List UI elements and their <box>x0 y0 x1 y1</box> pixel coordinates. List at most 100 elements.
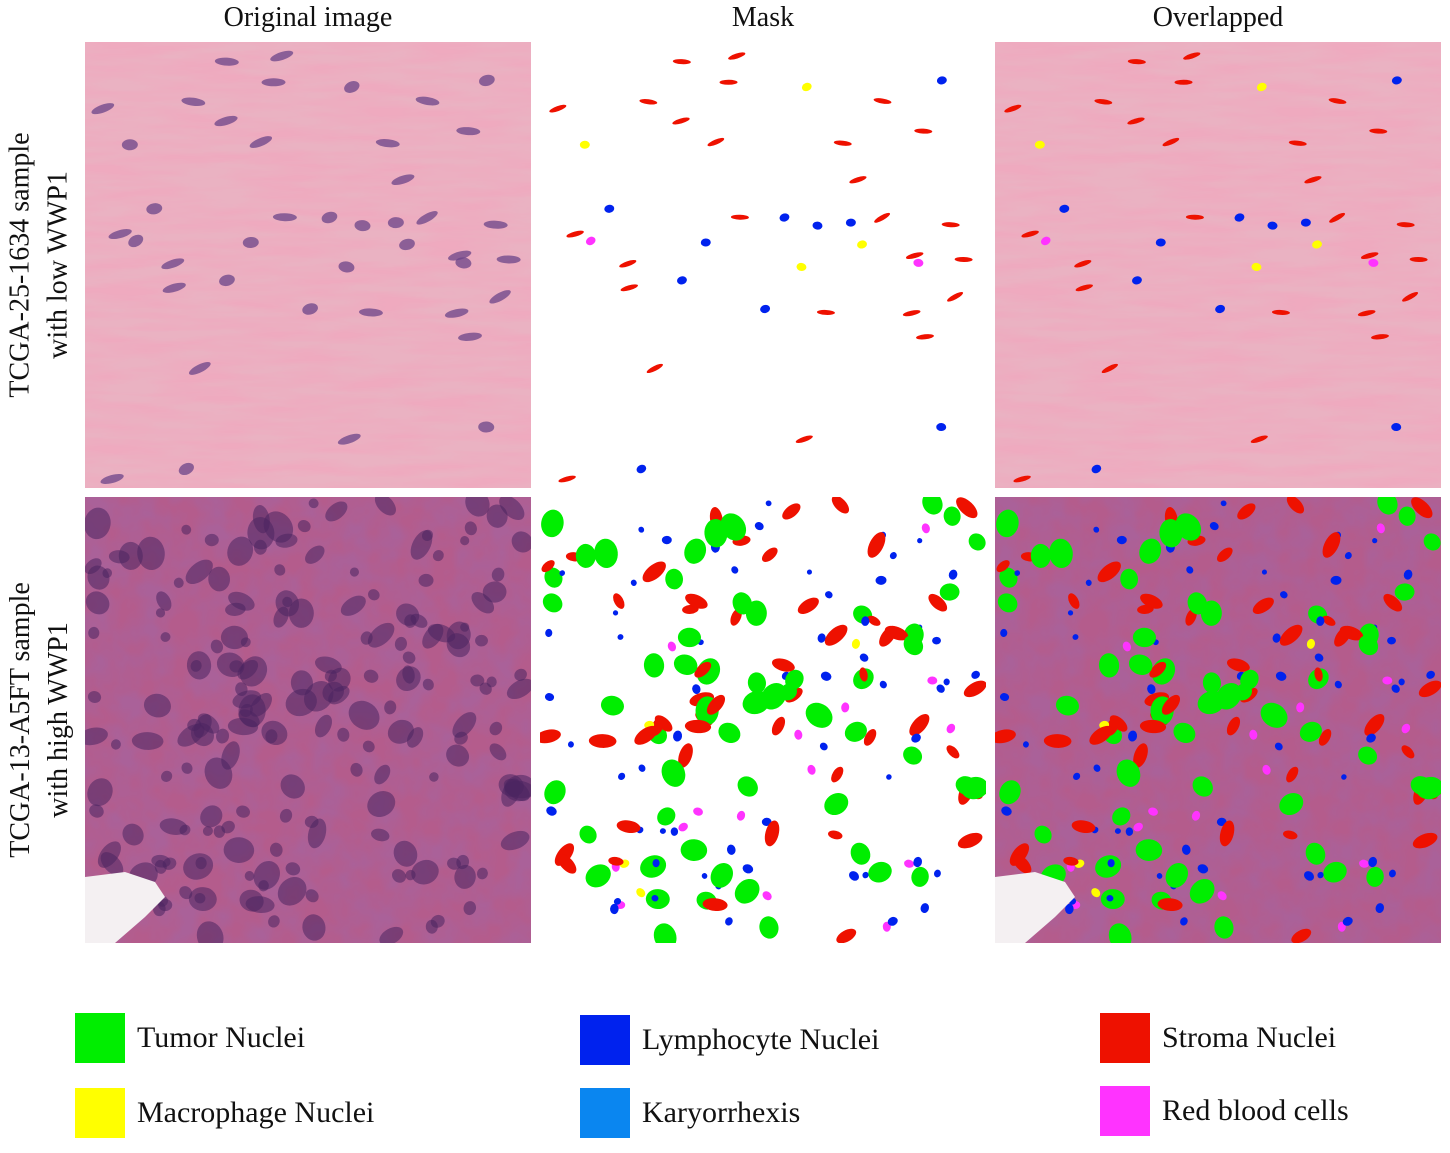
nucleus-blob <box>594 538 618 569</box>
nucleus-blob <box>1220 500 1227 507</box>
nucleus-blob <box>1128 730 1138 742</box>
nucleus-blob <box>137 536 165 571</box>
nucleus-blob <box>399 238 415 251</box>
nucleus-blob <box>779 213 790 222</box>
nucleus-blob <box>1183 52 1201 60</box>
nucleus-blob <box>604 204 615 213</box>
nucleus-blob <box>1423 533 1441 551</box>
nucleus-blob <box>824 624 848 646</box>
nucleus-blob <box>1012 854 1032 874</box>
nucleus-blob <box>496 255 521 264</box>
nucleus-blob <box>1149 661 1167 678</box>
nucleus-blob <box>1387 636 1396 645</box>
nucleus-blob <box>542 593 563 613</box>
nucleus-blob <box>1234 213 1245 222</box>
nucleus-blob <box>816 309 835 315</box>
nucleus-blob <box>1108 923 1132 943</box>
nucleus-blob <box>1101 363 1118 374</box>
nucleus-blob <box>1093 526 1100 533</box>
nucleus-blob <box>831 497 850 514</box>
nucleus-blob <box>247 517 275 550</box>
original-image-high <box>85 497 531 943</box>
nucleus-blob <box>887 916 898 926</box>
nucleus-blob <box>540 729 561 744</box>
nucleus-blob <box>785 669 804 690</box>
nucleus-blob <box>1189 878 1215 904</box>
nucleus-blob <box>1267 221 1278 230</box>
nucleus-blob <box>1074 259 1092 268</box>
nucleus-blob <box>936 76 947 85</box>
nucleus-blob <box>707 137 725 147</box>
nucleus-blob <box>1109 715 1128 732</box>
nucleus-blob <box>1330 575 1342 585</box>
nucleus-blob <box>337 433 361 445</box>
nucleus-blob <box>1000 628 1008 638</box>
nucleus-blob <box>151 854 171 868</box>
nucleus-blob <box>1398 678 1405 686</box>
nucleus-blob <box>677 627 701 648</box>
nucleus-blob <box>1091 888 1101 898</box>
nucleus-blob <box>868 861 892 883</box>
nucleus-blob <box>936 423 947 432</box>
nucleus-blob <box>1067 610 1074 616</box>
nucleus-blob <box>185 559 213 585</box>
nucleus-blob <box>1251 262 1262 271</box>
nucleus-blob <box>638 526 645 533</box>
nucleus-blob <box>499 497 525 521</box>
column-header-original: Original image <box>223 2 393 33</box>
nucleus-blob <box>1073 772 1081 780</box>
nucleus-blob <box>514 668 527 681</box>
nucleus-blob <box>454 731 468 745</box>
nucleus-blob <box>807 764 816 775</box>
nucleus-blob <box>1214 916 1234 939</box>
nucleus-blob <box>1063 856 1079 866</box>
nucleus-blob <box>922 497 943 515</box>
nucleus-blob <box>1260 702 1288 728</box>
nucleus-blob <box>458 332 482 341</box>
nucleus-blob <box>759 916 779 939</box>
nucleus-blob <box>620 284 638 292</box>
nucleus-blob <box>418 573 434 587</box>
nucleus-blob <box>244 871 255 881</box>
nucleus-blob <box>303 681 334 712</box>
nucleus-blob <box>903 746 923 765</box>
nucleus-blob <box>463 901 477 916</box>
nucleus-blob <box>927 676 938 685</box>
nucleus-blob <box>340 595 366 616</box>
nucleus-blob <box>302 914 326 941</box>
nucleus-blob <box>824 793 849 816</box>
nucleus-blob <box>1013 475 1031 483</box>
nucleus-blob <box>851 638 860 649</box>
nucleus-blob <box>375 139 400 148</box>
nucleus-blob <box>1272 633 1281 643</box>
nucleus-blob <box>731 566 739 574</box>
nucleus-blob <box>452 712 477 738</box>
original-image-low <box>85 42 531 488</box>
nucleus-blob <box>1192 776 1213 797</box>
legend-label: Lymphocyte Nuclei <box>642 1023 880 1056</box>
nucleus-blob <box>667 641 677 652</box>
row-label-line2: with low WWP1 <box>43 171 74 359</box>
nucleus-blob <box>328 667 351 692</box>
nucleus-blob <box>1303 871 1315 881</box>
row-label-high-wwp1: TCGA-13-A5FT sample with high WWP1 <box>0 497 80 943</box>
nucleus-blob <box>143 693 171 718</box>
nucleus-blob <box>196 921 224 943</box>
nucleus-blob <box>941 222 960 228</box>
nucleus-blob <box>446 744 470 767</box>
nucleus-blob <box>1147 684 1156 695</box>
legend-swatch <box>580 1088 630 1138</box>
nucleus-blob <box>841 702 850 713</box>
legend-label: Tumor Nuclei <box>137 1021 306 1054</box>
nucleus-blob <box>672 117 690 125</box>
nucleus-blob <box>1219 820 1235 847</box>
nucleus-blob <box>223 837 255 863</box>
nucleus-blob <box>728 52 746 60</box>
nucleus-blob <box>694 661 712 678</box>
nucleus-blob <box>456 854 470 870</box>
nucleus-blob <box>279 808 293 823</box>
nucleus-blob <box>305 889 319 903</box>
nucleus-blob <box>486 676 497 688</box>
nucleus-blob <box>1391 684 1400 693</box>
nucleus-blob <box>608 856 624 866</box>
